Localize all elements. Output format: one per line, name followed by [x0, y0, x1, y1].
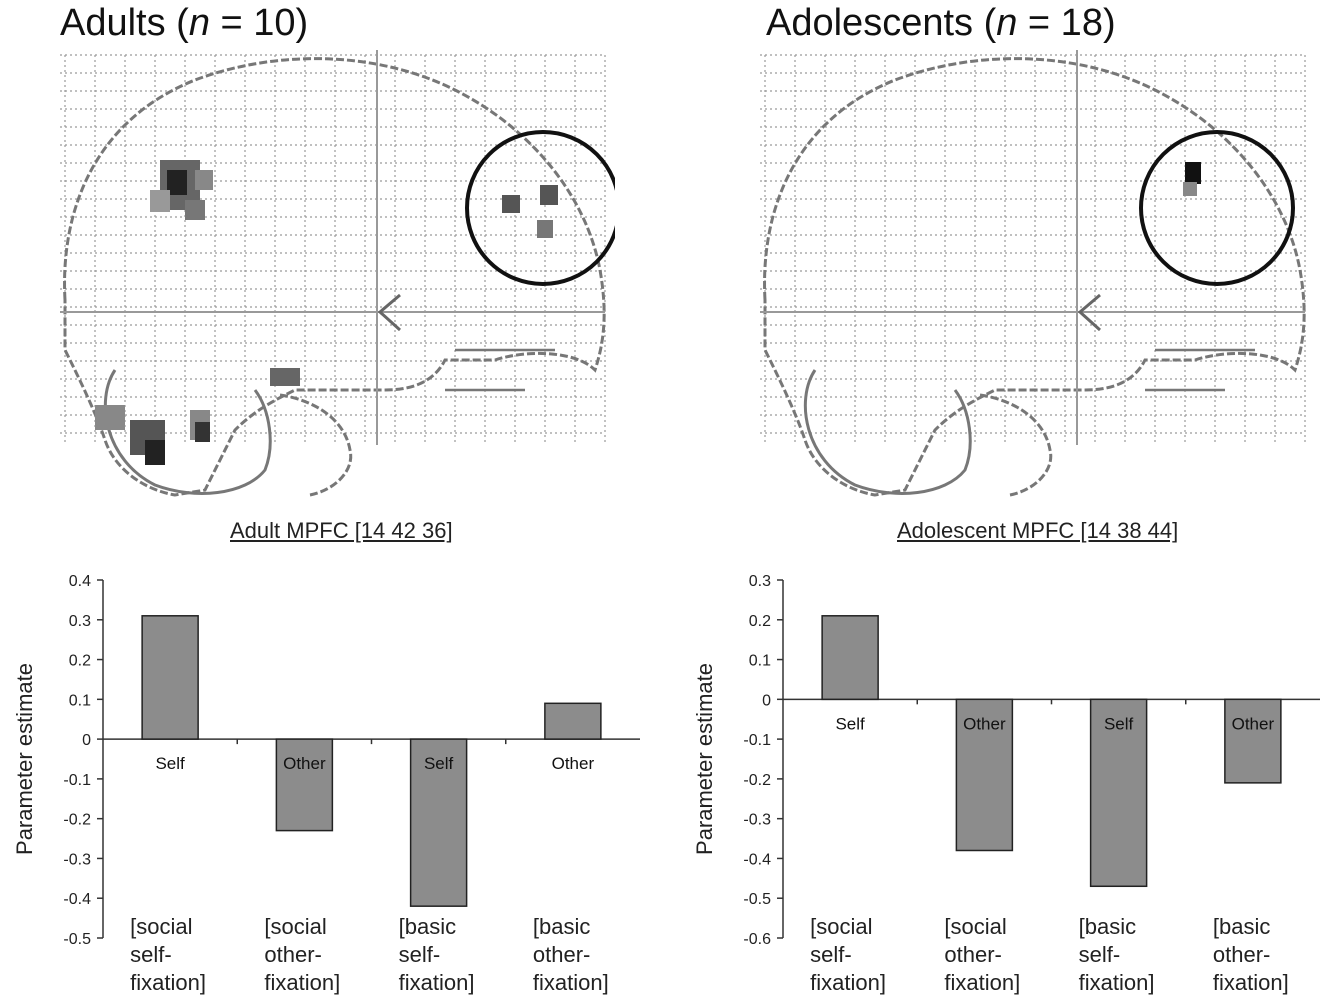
bar	[821, 615, 879, 701]
activation-blobs	[1183, 162, 1201, 196]
y-tick-label: -0.1	[743, 732, 771, 749]
adolescents-panel-title: Adolescents (n = 18)	[766, 2, 1116, 45]
grid	[60, 54, 606, 445]
temporal-outline	[445, 348, 555, 392]
adolescent-bar-chart: Parameter estimate 0.3 0.2 0.1 0 -0.1 -0.2 -0.3…	[680, 560, 1340, 998]
crosshair-arrow	[1077, 293, 1102, 332]
title-count: = 18)	[1017, 2, 1116, 44]
bar	[275, 738, 334, 832]
cerebellum-outline	[803, 369, 972, 495]
bar-label: Other	[283, 754, 326, 773]
y-tick-label: -0.5	[743, 891, 771, 908]
y-tick-label: 0	[82, 732, 91, 749]
category-label: [basic other-fixation]	[533, 914, 609, 995]
category-label: [basic self-fixation]	[399, 914, 475, 995]
brainstem-outline	[279, 393, 353, 497]
y-tick-label: 0.1	[69, 692, 91, 709]
bar	[141, 615, 199, 740]
y-tick-label: -0.4	[743, 851, 771, 868]
y-tick-label: 0.2	[749, 613, 771, 630]
y-tick-label: 0.3	[69, 613, 91, 630]
title-n: n	[188, 2, 210, 44]
y-axis-label: Parameter estimate	[12, 663, 37, 855]
adolescent-roi-label: Adolescent MPFC [14 38 44]	[897, 518, 1179, 543]
category-label: [social other-fixation]	[944, 914, 1020, 995]
y-tick-label: 0.4	[69, 573, 91, 590]
temporal-outline	[1145, 348, 1255, 392]
title-text: Adults (	[60, 2, 189, 44]
y-tick-label: 0	[762, 692, 771, 709]
title-count: = 10)	[209, 2, 309, 44]
y-tick-label: 0.3	[749, 573, 771, 590]
bar	[1224, 698, 1282, 784]
bar	[544, 702, 602, 740]
bar-label: Self	[835, 714, 865, 733]
bar	[409, 738, 468, 907]
y-tick-label: -0.6	[743, 931, 771, 948]
category-label: [social self-fixation]	[130, 914, 206, 995]
y-tick-label: -0.3	[743, 812, 771, 829]
y-tick-label: -0.3	[63, 851, 91, 868]
adult-brain-glass-image	[55, 50, 621, 500]
brain-outline	[63, 57, 606, 497]
category-label: [basic self-fixation]	[1079, 914, 1155, 995]
y-tick-label: -0.5	[63, 931, 91, 948]
bar-label: Self	[424, 754, 454, 773]
title-text: Adolescents (	[766, 2, 997, 44]
crosshair-arrow	[377, 293, 402, 332]
brain-outline	[763, 57, 1306, 497]
activation-blobs	[95, 160, 558, 465]
grid	[760, 54, 1306, 445]
bar-label: Other	[1232, 714, 1275, 733]
bar-label: Self	[1104, 714, 1134, 733]
y-tick-label: -0.1	[63, 772, 91, 789]
adolescent-brain-glass-image	[755, 50, 1315, 500]
bar	[955, 698, 1014, 852]
y-axis-label: Parameter estimate	[692, 663, 717, 855]
bar-label: Other	[552, 754, 595, 773]
y-tick-label: -0.2	[63, 812, 91, 829]
bar	[1089, 698, 1148, 888]
bar-label: Self	[155, 754, 185, 773]
y-tick-label: 0.1	[749, 653, 771, 670]
adults-panel-title: Adults (n = 10)	[60, 2, 308, 45]
y-tick-label: 0.2	[69, 653, 91, 670]
category-label: [social other-fixation]	[264, 914, 340, 995]
y-tick-label: -0.4	[63, 891, 91, 908]
adult-roi-label: Adult MPFC [14 42 36]	[230, 518, 453, 543]
category-label: [social self-fixation]	[810, 914, 886, 995]
y-tick-label: -0.2	[743, 772, 771, 789]
roi-circle	[1139, 130, 1295, 286]
category-label: [basic other-fixation]	[1213, 914, 1289, 995]
adult-bar-chart: Parameter estimate 0.4 0.3 0.2 0.1 0 -0.1 -0.2 -…	[0, 560, 660, 998]
bar-label: Other	[963, 714, 1006, 733]
title-n: n	[996, 2, 1018, 44]
brainstem-outline	[979, 393, 1053, 497]
